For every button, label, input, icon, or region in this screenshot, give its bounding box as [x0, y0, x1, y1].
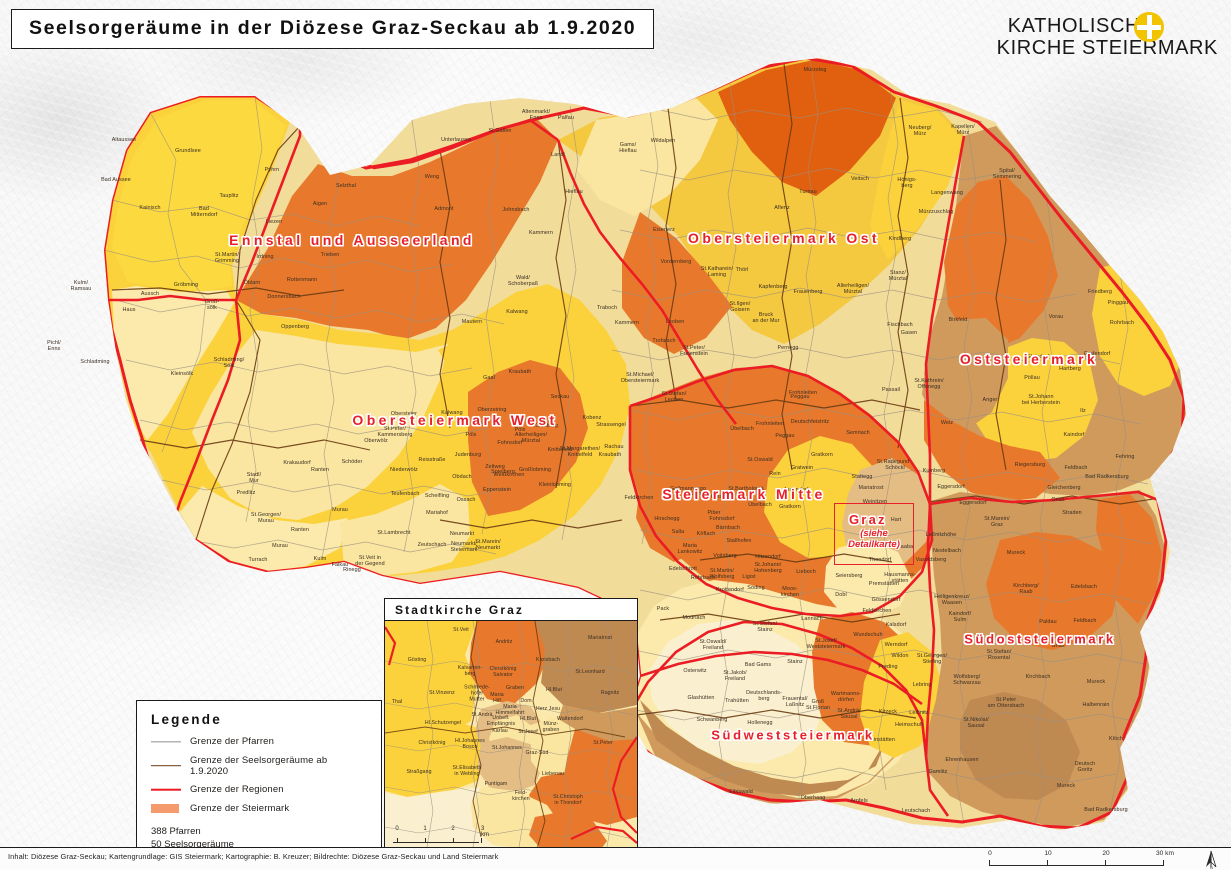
- page-title: Seelsorgeräume in der Diözese Graz-Secka…: [29, 17, 637, 39]
- legend-label: Grenze der Seelsorgeräume ab 1.9.2020: [190, 754, 328, 777]
- parish-borders: [104, 58, 1153, 827]
- logo-line-2: KIRCHE STEIERMARK: [996, 36, 1218, 59]
- inset-title: Stadtkirche Graz: [385, 599, 637, 621]
- legend-item-parish-border: Grenze der Pfarren: [151, 736, 367, 747]
- credits-text: Inhalt: Diözese Graz-Seckau; Kartengrund…: [8, 852, 499, 861]
- inset-tick-0: 0: [395, 826, 399, 832]
- main-scale-numbers: 0 10 20 30 km: [985, 850, 1185, 858]
- stat-seelsorgeraeume: 50 Seelsorgeräume: [151, 839, 234, 851]
- scale-tick-30: 30 km: [1156, 850, 1174, 857]
- legend-item-seelsorgeraum-border: Grenze der Seelsorgeräume ab 1.9.2020: [151, 755, 367, 777]
- inset-scale-bar: 0 1 2 3 km: [393, 826, 493, 843]
- graz-sublabel: (siehe Detailkarte): [848, 528, 900, 550]
- footer-bar: Inhalt: Diözese Graz-Seckau; Kartengrund…: [0, 847, 1231, 870]
- graz-label: Graz: [849, 512, 887, 527]
- north-arrow-icon: N: [1206, 850, 1217, 869]
- brand-logo: KATHOLISCHE KIRCHE STEIERMARK: [996, 12, 1218, 59]
- inset-map-body[interactable]: St.Veit Andritz Mariatrost Gösting Kroisbach…: [385, 621, 637, 849]
- cross-in-circle-icon: [1134, 12, 1164, 42]
- legend-panel: Legende Grenze der Pfarren Grenze der Se…: [136, 700, 382, 870]
- parish-border-swatch-icon: [151, 737, 181, 747]
- graz-inset-map[interactable]: Stadtkirche Graz: [384, 598, 638, 850]
- map-title-box: Seelsorgeräume in der Diözese Graz-Secka…: [11, 9, 655, 49]
- legend-label: Grenze der Steiermark: [190, 802, 290, 814]
- logo-line-1: KATHOLISCHE: [1007, 15, 1154, 37]
- graz-detail-box[interactable]: [834, 503, 914, 565]
- stat-pfarren: 388 Pfarren: [151, 825, 201, 837]
- main-scale-line: [985, 860, 1185, 867]
- inset-scale-numbers: 0 1 2 3 km: [393, 826, 493, 838]
- legend-item-steiermark-border: Grenze der Steiermark: [151, 803, 367, 814]
- graz-inset-svg: [385, 621, 637, 849]
- legend-label: Grenze der Pfarren: [190, 736, 275, 747]
- inset-scale-line: [393, 835, 482, 843]
- legend-heading: Legende: [151, 712, 222, 727]
- inset-tick-1: 1: [423, 826, 427, 832]
- scale-tick-10: 10: [1044, 850, 1052, 857]
- svg-text:N: N: [1210, 865, 1213, 869]
- scale-tick-0: 0: [988, 850, 992, 857]
- steiermark-border-swatch-icon: [151, 803, 181, 813]
- inset-tick-2: 2: [451, 826, 455, 832]
- region-border-swatch-icon: [151, 785, 181, 795]
- legend-item-region-border: Grenze der Regionen: [151, 784, 367, 795]
- scale-tick-20: 20: [1102, 850, 1110, 857]
- inset-tick-3: 3 km: [481, 826, 489, 838]
- main-scale-bar: 0 10 20 30 km: [985, 850, 1185, 869]
- legend-label: Grenze der Regionen: [190, 784, 284, 795]
- seelsorgeraum-border-swatch-icon: [151, 761, 181, 771]
